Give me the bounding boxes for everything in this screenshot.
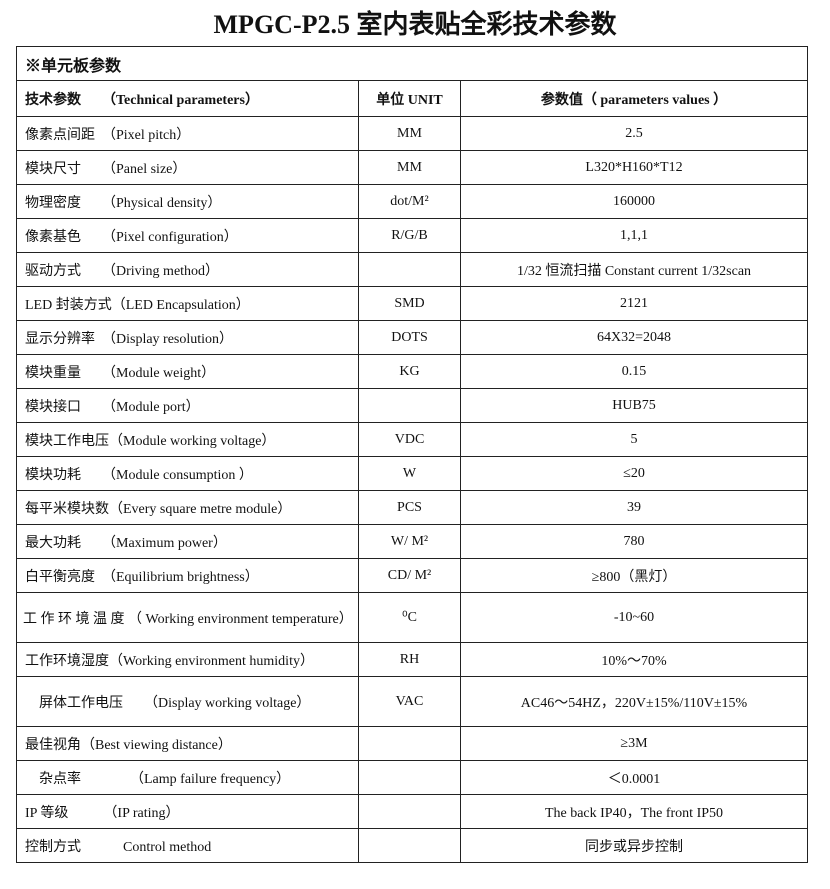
cell-value: 同步或异步控制: [460, 828, 808, 863]
cell-unit: W: [358, 456, 461, 491]
table-row: 像素点间距 （Pixel pitch） MM 2.5: [16, 116, 808, 151]
cell-value: 2121: [460, 286, 808, 321]
cell-param: 工 作 环 境 温 度 （ Working environment temper…: [16, 592, 359, 643]
cell-value: 64X32=2048: [460, 320, 808, 355]
cell-param: 模块功耗 （Module consumption ）: [16, 456, 359, 491]
cell-value: -10~60: [460, 592, 808, 643]
table-row: 白平衡亮度 （Equilibrium brightness） CD/ M² ≥800…: [16, 558, 808, 593]
cell-value: 1/32 恒流扫描 Constant current 1/32scan: [460, 252, 808, 287]
table-row: 像素基色 （Pixel configuration） R/G/B 1,1,1: [16, 218, 808, 253]
cell-param: 控制方式 Control method: [16, 828, 359, 863]
cell-unit: VDC: [358, 422, 461, 457]
table-row: 每平米模块数（Every square metre module） PCS 39: [16, 490, 808, 525]
cell-unit: DOTS: [358, 320, 461, 355]
table-row: 模块功耗 （Module consumption ） W ≤20: [16, 456, 808, 491]
cell-param: 模块尺寸 （Panel size）: [16, 150, 359, 185]
cell-value: 2.5: [460, 116, 808, 151]
cell-unit: [358, 760, 461, 795]
header-unit: 单位 UNIT: [358, 80, 461, 117]
cell-value: L320*H160*T12: [460, 150, 808, 185]
cell-value: ≥800（黑灯）: [460, 558, 808, 593]
cell-value: AC46～54HZ，220V±15%/110V±15%: [460, 676, 808, 727]
cell-param: LED 封装方式（LED Encapsulation）: [16, 286, 359, 321]
cell-value: 1,1,1: [460, 218, 808, 253]
cell-unit: RH: [358, 642, 461, 677]
cell-param: 工作环境湿度（Working environment humidity）: [16, 642, 359, 677]
table-row: 模块重量 （Module weight） KG 0.15: [16, 354, 808, 389]
table-row: 杂点率 （Lamp failure frequency） ＜0.0001: [16, 760, 808, 795]
table-row: 物理密度 （Physical density） dot/M² 160000: [16, 184, 808, 219]
page-title: MPGC-P2.5 室内表贴全彩技术参数: [213, 10, 617, 39]
cell-value: 160000: [460, 184, 808, 219]
table-row: 显示分辨率 （Display resolution） DOTS 64X32=2048: [16, 320, 808, 355]
table-row: 工 作 环 境 温 度 （ Working environment temper…: [16, 592, 808, 643]
cell-param: 物理密度 （Physical density）: [16, 184, 359, 219]
header-param: 技术参数 （Technical parameters）: [16, 80, 359, 117]
cell-param: IP 等级 （IP rating）: [16, 794, 359, 829]
cell-unit: MM: [358, 150, 461, 185]
cell-value: 0.15: [460, 354, 808, 389]
table-row: 控制方式 Control method 同步或异步控制: [16, 828, 808, 863]
cell-param: 模块重量 （Module weight）: [16, 354, 359, 389]
cell-value: 780: [460, 524, 808, 559]
table-row: 屏体工作电压 （Display working voltage） VAC AC46～…: [16, 676, 808, 727]
table-row: IP 等级 （IP rating） The back IP40，The front…: [16, 794, 808, 829]
cell-unit: W/ M²: [358, 524, 461, 559]
cell-value: 39: [460, 490, 808, 525]
table-row: 模块尺寸 （Panel size） MM L320*H160*T12: [16, 150, 808, 185]
cell-unit: [358, 252, 461, 287]
cell-unit: dot/M²: [358, 184, 461, 219]
cell-value: HUB75: [460, 388, 808, 423]
cell-unit: R/G/B: [358, 218, 461, 253]
cell-param: 屏体工作电压 （Display working voltage）: [16, 676, 359, 727]
cell-value: ≥3M: [460, 726, 808, 761]
table-row: 驱动方式 （Driving method） 1/32 恒流扫描 Constant …: [16, 252, 808, 287]
cell-param: 驱动方式 （Driving method）: [16, 252, 359, 287]
cell-unit: CD/ M²: [358, 558, 461, 593]
cell-unit: KG: [358, 354, 461, 389]
cell-param: 最佳视角（Best viewing distance）: [16, 726, 359, 761]
table-row: 最佳视角（Best viewing distance） ≥3M: [16, 726, 808, 761]
cell-value: 10%～70%: [460, 642, 808, 677]
cell-param: 像素点间距 （Pixel pitch）: [16, 116, 359, 151]
cell-unit: [358, 794, 461, 829]
table-row: 模块接口 （Module port） HUB75: [16, 388, 808, 423]
table-row: 最大功耗 （Maximum power） W/ M² 780: [16, 524, 808, 559]
table-row: LED 封装方式（LED Encapsulation） SMD 2121: [16, 286, 808, 321]
cell-param: 像素基色 （Pixel configuration）: [16, 218, 359, 253]
cell-param: 杂点率 （Lamp failure frequency）: [16, 760, 359, 795]
cell-unit: ⁰C: [358, 592, 461, 643]
cell-unit: [358, 726, 461, 761]
cell-value: ＜0.0001: [460, 760, 808, 795]
spec-table: ※单元板参数 技术参数 （Technical parameters） 单位 UN…: [16, 46, 808, 863]
cell-unit: SMD: [358, 286, 461, 321]
cell-param: 白平衡亮度 （Equilibrium brightness）: [16, 558, 359, 593]
cell-unit: [358, 828, 461, 863]
header-value: 参数值（ parameters values ）: [460, 80, 808, 117]
cell-unit: PCS: [358, 490, 461, 525]
cell-param: 模块工作电压（Module working voltage）: [16, 422, 359, 457]
cell-value: ≤20: [460, 456, 808, 491]
cell-param: 模块接口 （Module port）: [16, 388, 359, 423]
cell-param: 最大功耗 （Maximum power）: [16, 524, 359, 559]
section-title: ※单元板参数: [16, 46, 808, 81]
cell-unit: [358, 388, 461, 423]
cell-param: 每平米模块数（Every square metre module）: [16, 490, 359, 525]
cell-value: The back IP40，The front IP50: [460, 794, 808, 829]
cell-unit: VAC: [358, 676, 461, 727]
table-row: 模块工作电压（Module working voltage） VDC 5: [16, 422, 808, 457]
table-row: 工作环境湿度（Working environment humidity） RH 10…: [16, 642, 808, 677]
cell-param: 显示分辨率 （Display resolution）: [16, 320, 359, 355]
cell-unit: MM: [358, 116, 461, 151]
cell-value: 5: [460, 422, 808, 457]
